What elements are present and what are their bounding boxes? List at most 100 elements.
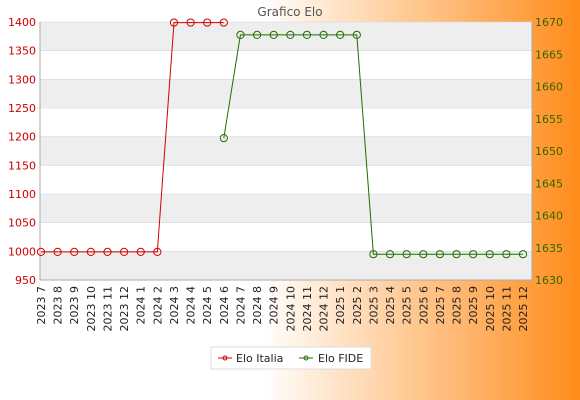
x-tick-label: 2025 10 [484,286,497,332]
legend-item-elo-italia: Elo Italia [218,352,283,365]
legend-label-elo-fide: Elo FIDE [318,352,363,365]
x-axis-ticks: 2023 7 2023 8 2023 9 2023 10 2023 11 2023 12 2… [35,286,530,332]
x-tick-label: 2025 3 [367,286,380,325]
plot-band [40,194,532,223]
x-tick-label: 2025 7 [434,286,447,325]
legend-label-elo-italia: Elo Italia [236,352,283,365]
data-point-elo-fide [402,250,411,259]
x-tick-label: 2025 11 [500,286,513,332]
data-point-elo-italia [219,18,228,27]
x-tick-label: 2024 8 [251,286,264,325]
data-point-elo-fide [219,134,228,143]
data-point-elo-italia [136,247,145,257]
legend-item-elo-fide: Elo FIDE [299,352,363,365]
x-tick-label: 2023 9 [68,286,81,325]
left-tick-label: 1050 [8,217,36,230]
data-point-elo-italia [86,247,95,257]
plot-band [40,136,532,166]
left-tick-label: 1400 [8,16,36,29]
left-axis-ticks: 950 1000 1050 1100 1150 1200 1250 1300 1350 1400 [8,16,36,287]
gridlines [40,21,532,281]
data-point-elo-italia [53,247,62,257]
data-point-elo-fide [435,250,444,259]
x-tick-label: 2024 7 [234,286,247,325]
x-tick-label: 2024 11 [301,286,314,332]
data-point-elo-italia [153,247,162,257]
right-tick-label: 1645 [535,177,563,190]
axes [39,22,533,281]
x-tick-label: 2024 6 [218,286,231,325]
right-tick-label: 1630 [535,274,563,287]
left-tick-label: 1100 [8,188,36,201]
series-line-elo-fide [223,34,523,255]
legend-marker-elo-fide [303,355,309,361]
series-layer [36,18,528,259]
left-tick-label: 1200 [8,131,36,144]
x-tick-label: 2024 9 [268,286,281,325]
data-point-elo-fide [485,250,494,259]
data-point-elo-fide [385,250,395,259]
data-point-elo-italia [103,247,112,257]
plot-band [40,79,532,108]
legend-box [210,346,372,370]
x-tick-label: 2024 12 [318,286,331,332]
data-point-elo-italia [203,18,212,27]
x-tick-label: 2023 8 [52,286,65,325]
left-tick-label: 1300 [8,73,36,86]
left-tick-label: 1250 [8,102,36,115]
plot-band [40,22,532,51]
x-tick-label: 2023 7 [35,286,48,325]
data-point-elo-fide [269,30,278,40]
x-tick-label: 2025 1 [334,286,347,325]
data-point-elo-italia [186,18,195,27]
data-point-elo-fide [452,250,461,259]
x-tick-label: 2024 5 [201,286,214,325]
data-point-elo-italia [120,247,129,257]
right-tick-label: 1640 [535,210,563,223]
series-line-elo-italia [41,22,224,253]
plot-band [40,251,532,280]
right-tick-label: 1660 [535,81,563,94]
x-tick-label: 2025 9 [467,286,480,325]
x-tick-label: 2025 6 [417,286,430,325]
right-tick-label: 1635 [535,242,563,255]
data-point-elo-fide [469,250,478,259]
right-tick-label: 1655 [535,113,563,126]
x-tick-label: 2023 10 [85,286,98,332]
data-point-elo-fide [252,30,262,40]
chart-title: Grafico Elo [257,5,322,19]
data-point-elo-fide [369,250,378,259]
data-point-elo-fide [352,30,361,40]
x-tick-label: 2024 10 [284,286,297,332]
x-tick-label: 2024 3 [168,286,181,325]
x-tick-label: 2025 8 [451,286,464,325]
data-point-elo-italia [169,18,179,27]
x-tick-label: 2024 1 [135,286,148,325]
data-point-elo-fide [502,250,511,259]
data-point-elo-italia [36,247,46,257]
data-point-elo-fide [236,30,245,40]
left-tick-label: 1150 [8,159,36,172]
x-tick-label: 2023 12 [118,286,131,332]
x-tick-label: 2025 5 [401,286,414,325]
right-axis-ticks: 1630 1635 1640 1645 1650 1655 1660 1665 1670 [535,16,563,287]
right-tick-label: 1665 [535,48,563,61]
x-tick-label: 2025 4 [384,286,397,325]
plot-bands [40,22,532,280]
legend: Elo Italia Elo FIDE [210,346,372,370]
data-point-elo-fide [302,30,312,40]
x-tick-label: 2023 11 [101,286,114,332]
x-tick-label: 2025 12 [517,286,530,332]
data-point-elo-fide [286,30,295,40]
data-point-elo-fide [319,30,328,40]
right-tick-label: 1650 [535,145,563,158]
data-point-elo-fide [419,250,428,259]
data-point-elo-italia [70,247,79,257]
data-point-elo-fide [518,250,528,259]
x-tick-label: 2025 2 [351,286,364,325]
legend-marker-elo-italia [222,355,228,361]
left-tick-label: 1000 [8,245,36,258]
left-tick-label: 1350 [8,45,36,58]
